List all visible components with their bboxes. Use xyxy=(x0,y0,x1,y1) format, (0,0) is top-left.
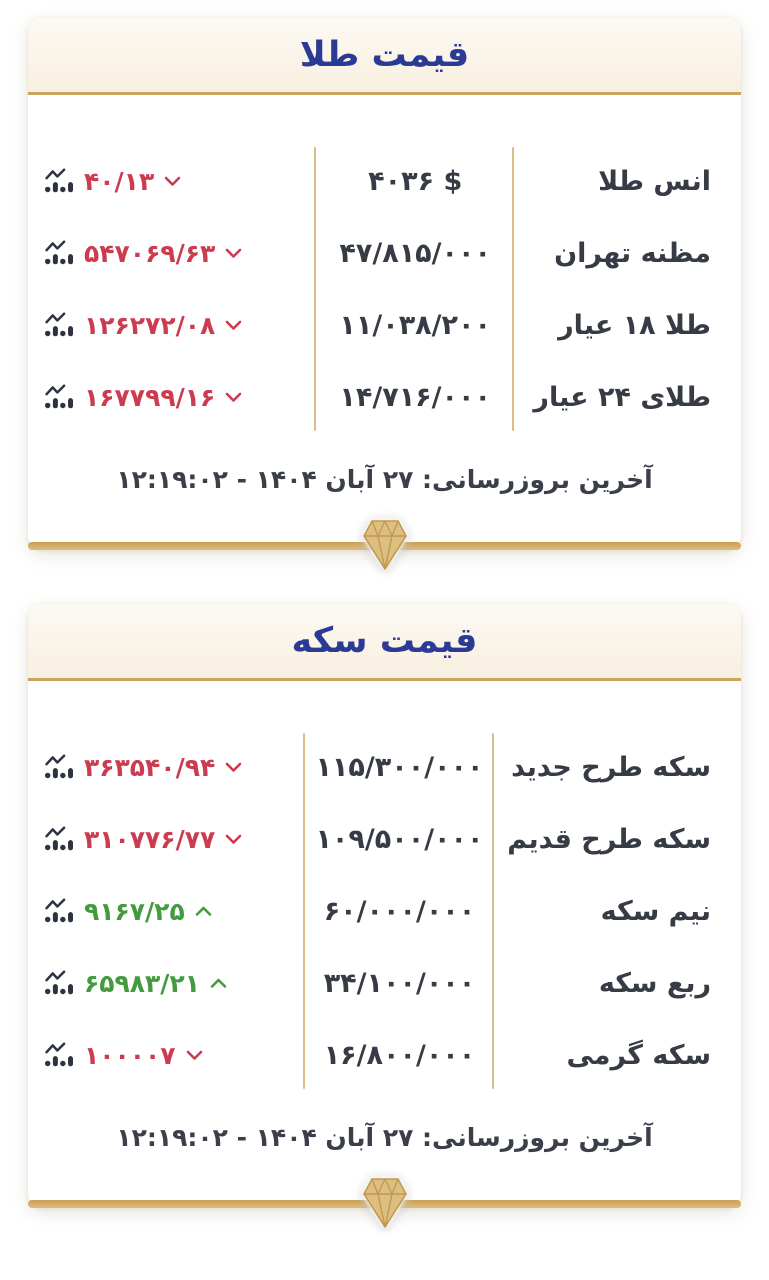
row-change: ۵۴۷۰۶۹/۶۳ xyxy=(28,239,316,268)
price-row: سکه گرمی ۱۶/۸۰۰/۰۰۰ ۱۰۰۰۰۷ xyxy=(28,1019,741,1091)
analytics-chart-icon[interactable] xyxy=(44,168,74,194)
price-row: ربع سکه ۳۴/۱۰۰/۰۰۰ ۶۵۹۸۳/۲۱ xyxy=(28,947,741,1019)
analytics-chart-icon[interactable] xyxy=(44,826,74,852)
column-divider xyxy=(512,147,515,431)
card-header: قیمت سکه xyxy=(28,604,741,681)
diamond-gem-icon xyxy=(362,1175,408,1235)
chevron-down-icon xyxy=(225,248,242,259)
coin-prices-card: قیمت سکه سکه طرح جدید ۱۱۵/۳۰۰/۰۰۰ ۳۶۳۵۴۰… xyxy=(28,604,741,1228)
price-rows: سکه طرح جدید ۱۱۵/۳۰۰/۰۰۰ ۳۶۳۵۴۰/۹۴ xyxy=(28,731,741,1091)
row-label: سکه طرح جدید xyxy=(511,751,711,783)
row-change: ۱۶۷۷۹۹/۱۶ xyxy=(28,383,316,412)
row-price: ۱۱/۰۳۸/۲۰۰ xyxy=(339,309,491,341)
price-row: انس طلا ۴۰۳۶ $ ۴۰/۱۳ xyxy=(28,145,741,217)
change-value: ۱۶۷۷۹۹/۱۶ xyxy=(84,382,216,412)
last-updated: آخرین بروزرسانی: ۲۷ آبان ۱۴۰۴ - ۱۲:۱۹:۰۲ xyxy=(116,465,653,494)
change-value: ۱۲۶۲۷۲/۰۸ xyxy=(84,310,216,340)
price-row: سکه طرح قدیم ۱۰۹/۵۰۰/۰۰۰ ۳۱۰۷۷۶/۷۷ xyxy=(28,803,741,875)
row-price: ۱۱۵/۳۰۰/۰۰۰ xyxy=(315,751,484,783)
analytics-chart-icon[interactable] xyxy=(44,1042,74,1068)
row-label: سکه گرمی xyxy=(566,1039,711,1071)
change-value: ۶۵۹۸۳/۲۱ xyxy=(84,968,200,998)
price-row: طلا ۱۸ عیار ۱۱/۰۳۸/۲۰۰ ۱۲۶۲۷۲/۰۸ xyxy=(28,289,741,361)
chevron-down-icon xyxy=(164,176,181,187)
analytics-chart-icon[interactable] xyxy=(44,754,74,780)
row-change: ۹۱۶۷/۲۵ xyxy=(28,897,305,926)
change-value: ۴۰/۱۳ xyxy=(84,166,155,196)
analytics-chart-icon[interactable] xyxy=(44,898,74,924)
row-label: سکه طرح قدیم xyxy=(507,823,711,855)
row-price: ۶۰/۰۰۰/۰۰۰ xyxy=(323,895,476,927)
row-change: ۳۶۳۵۴۰/۹۴ xyxy=(28,753,305,782)
row-label: طلا ۱۸ عیار xyxy=(558,309,711,341)
diamond-gem-icon xyxy=(362,517,408,577)
chevron-up-icon xyxy=(195,906,212,917)
price-row: نیم سکه ۶۰/۰۰۰/۰۰۰ ۹۱۶۷/۲۵ xyxy=(28,875,741,947)
analytics-chart-icon[interactable] xyxy=(44,240,74,266)
gold-prices-card: قیمت طلا انس طلا ۴۰۳۶ $ ۴۰/۱۳ xyxy=(28,18,741,570)
card-title: قیمت طلا xyxy=(299,35,470,75)
chevron-down-icon xyxy=(186,1050,203,1061)
change-value: ۳۶۳۵۴۰/۹۴ xyxy=(84,752,216,782)
chevron-down-icon xyxy=(225,392,242,403)
analytics-chart-icon[interactable] xyxy=(44,312,74,338)
chevron-up-icon xyxy=(210,978,227,989)
row-change: ۶۵۹۸۳/۲۱ xyxy=(28,969,305,998)
column-divider xyxy=(314,147,317,431)
row-price: ۱۴/۷۱۶/۰۰۰ xyxy=(339,381,491,413)
price-widget-page: قیمت طلا انس طلا ۴۰۳۶ $ ۴۰/۱۳ xyxy=(0,18,769,1280)
column-divider xyxy=(492,733,495,1089)
card-header: قیمت طلا xyxy=(28,18,741,95)
row-label: مظنه تهران xyxy=(554,237,711,269)
row-price: ۱۶/۸۰۰/۰۰۰ xyxy=(323,1039,476,1071)
cards-root: قیمت طلا انس طلا ۴۰۳۶ $ ۴۰/۱۳ xyxy=(0,18,769,1228)
price-row: مظنه تهران ۴۷/۸۱۵/۰۰۰ ۵۴۷۰۶۹/۶۳ xyxy=(28,217,741,289)
row-label: طلای ۲۴ عیار xyxy=(533,381,711,413)
chevron-down-icon xyxy=(225,320,242,331)
analytics-chart-icon[interactable] xyxy=(44,970,74,996)
change-value: ۳۱۰۷۷۶/۷۷ xyxy=(84,824,216,854)
change-value: ۱۰۰۰۰۷ xyxy=(84,1040,176,1070)
row-price: ۴۷/۸۱۵/۰۰۰ xyxy=(339,237,491,269)
row-change: ۳۱۰۷۷۶/۷۷ xyxy=(28,825,305,854)
price-rows: انس طلا ۴۰۳۶ $ ۴۰/۱۳ xyxy=(28,145,741,433)
row-label: ربع سکه xyxy=(598,967,711,999)
row-change: ۴۰/۱۳ xyxy=(28,167,316,196)
chevron-down-icon xyxy=(225,834,242,845)
change-value: ۹۱۶۷/۲۵ xyxy=(84,896,185,926)
row-price: ۱۰۹/۵۰۰/۰۰۰ xyxy=(315,823,484,855)
card-title: قیمت سکه xyxy=(291,621,478,661)
price-row: طلای ۲۴ عیار ۱۴/۷۱۶/۰۰۰ ۱۶۷۷۹۹/۱۶ xyxy=(28,361,741,433)
row-label: نیم سکه xyxy=(600,895,711,927)
row-label: انس طلا xyxy=(598,165,711,197)
row-price: ۴۰۳۶ $ xyxy=(368,165,463,197)
change-value: ۵۴۷۰۶۹/۶۳ xyxy=(84,238,216,268)
column-divider xyxy=(302,733,305,1089)
row-change: ۱۰۰۰۰۷ xyxy=(28,1041,305,1070)
row-price: ۳۴/۱۰۰/۰۰۰ xyxy=(323,967,476,999)
price-row: سکه طرح جدید ۱۱۵/۳۰۰/۰۰۰ ۳۶۳۵۴۰/۹۴ xyxy=(28,731,741,803)
last-updated: آخرین بروزرسانی: ۲۷ آبان ۱۴۰۴ - ۱۲:۱۹:۰۲ xyxy=(116,1123,653,1152)
row-change: ۱۲۶۲۷۲/۰۸ xyxy=(28,311,316,340)
chevron-down-icon xyxy=(225,762,242,773)
analytics-chart-icon[interactable] xyxy=(44,384,74,410)
